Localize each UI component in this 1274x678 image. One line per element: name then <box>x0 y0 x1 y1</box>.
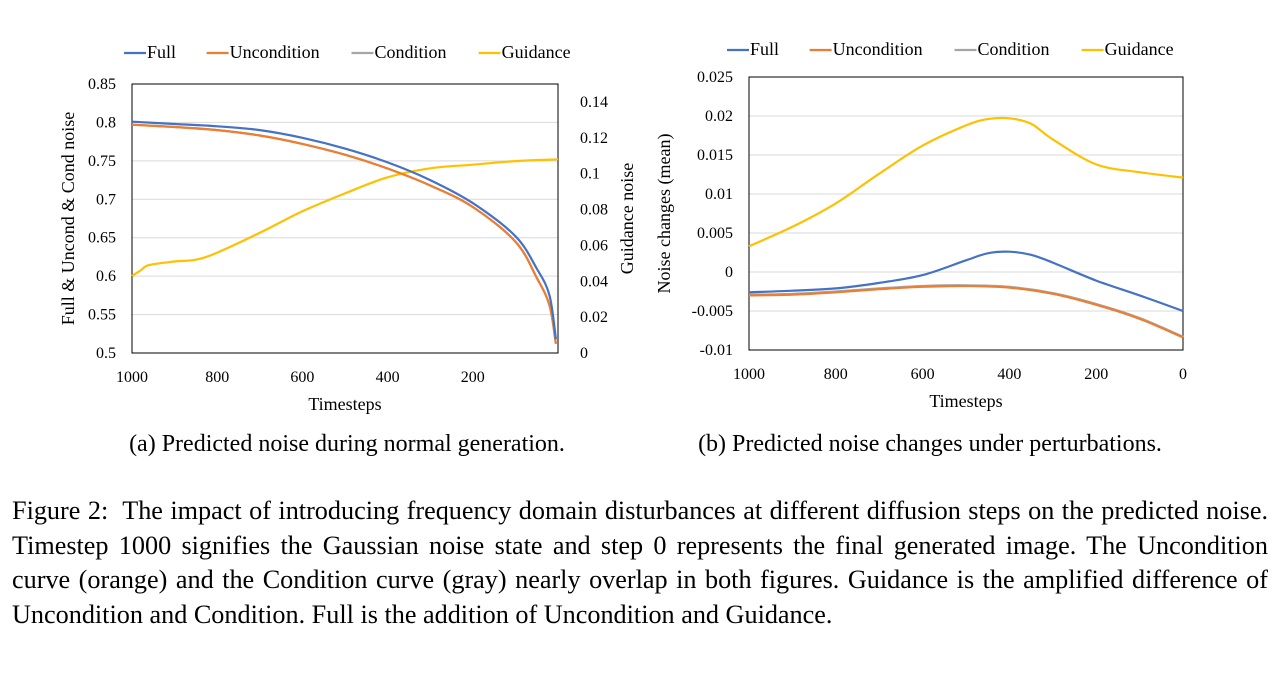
chart-b-y-axis-label: Noise changes (mean) <box>654 134 675 294</box>
chart-a-xtick-label: 200 <box>461 369 485 386</box>
chart-a-y2tick-label: 0.04 <box>580 273 608 290</box>
chart-b-ytick-label: 0.01 <box>705 186 733 203</box>
chart-a: 0.5 0.55 0.6 0.65 0.7 0.75 0.8 0.85 0 0.02 0.04 0.0… <box>58 42 637 457</box>
chart-a-xtick-label: 1000 <box>116 369 148 386</box>
chart-b: -0.01 -0.005 0 0.005 0.01 0.015 0.02 0.025 1000 8… <box>654 39 1187 457</box>
figure-canvas: 0.5 0.55 0.6 0.65 0.7 0.75 0.8 0.85 0 0.02 0.04 0.0… <box>58 39 1187 457</box>
chart-a-series-guidance <box>131 158 559 277</box>
chart-a-series-uncondition <box>131 123 557 344</box>
chart-a-legend-label: Full <box>147 42 176 62</box>
chart-a-ytick-label: 0.6 <box>96 268 116 285</box>
chart-b-series-full <box>748 250 1184 313</box>
chart-a-ytick-label: 0.8 <box>96 114 116 131</box>
chart-a-series-condition <box>131 123 557 344</box>
chart-b-xtick-label: 800 <box>824 366 848 383</box>
chart-a-ytick-label: 0.55 <box>88 307 116 324</box>
chart-a-legend-label: Condition <box>375 42 447 62</box>
chart-a-y-axis-label: Full & Uncond & Cond noise <box>58 112 78 326</box>
chart-b-series-guidance <box>748 116 1184 248</box>
chart-a-legend-label: Uncondition <box>230 42 320 62</box>
chart-a-y2tick-label: 0.08 <box>580 202 608 219</box>
figure-caption-text: The impact of introducing frequency doma… <box>12 496 1268 629</box>
chart-a-y2tick-label: 0.06 <box>580 237 608 254</box>
chart-b-legend-label: Condition <box>978 39 1050 59</box>
chart-a-y2tick-label: 0.02 <box>580 309 608 326</box>
chart-a-y2tick-label: 0.14 <box>580 94 608 111</box>
chart-a-xtick-label: 800 <box>205 369 229 386</box>
chart-b-xtick-label: 0 <box>1179 366 1187 383</box>
chart-b-legend-label: Uncondition <box>833 39 923 59</box>
chart-b-xtick-label: 1000 <box>733 366 765 383</box>
chart-a-series-full <box>131 120 557 340</box>
chart-b-ytick-label: -0.005 <box>692 303 733 320</box>
chart-a-ytick-label: 0.85 <box>88 76 116 93</box>
chart-b-x-axis-label: Timesteps <box>929 391 1002 411</box>
chart-b-ytick-label: 0 <box>725 264 733 281</box>
chart-a-y2tick-label: 0.12 <box>580 130 608 147</box>
chart-a-y2-axis-label: Guidance noise <box>617 163 637 274</box>
chart-b-ytick-label: 0.005 <box>697 225 733 242</box>
figure-caption: Figure 2: The impact of introducing frequ… <box>12 494 1268 632</box>
chart-a-ytick-label: 0.75 <box>88 153 116 170</box>
chart-b-legend-label: Full <box>750 39 779 59</box>
chart-b-ytick-label: 0.02 <box>705 108 733 125</box>
chart-b-plot-frame <box>748 76 1184 351</box>
chart-b-xtick-label: 600 <box>911 366 935 383</box>
chart-b-xtick-label: 200 <box>1084 366 1108 383</box>
chart-b-ytick-label: 0.025 <box>697 69 733 86</box>
chart-a-y2tick-label: 0.1 <box>580 166 600 183</box>
chart-b-xtick-label: 400 <box>997 366 1021 383</box>
chart-a-ytick-label: 0.65 <box>88 230 116 247</box>
chart-a-ytick-label: 0.5 <box>96 345 116 362</box>
chart-b-series-uncondition <box>748 284 1184 339</box>
chart-a-subcaption: (a) Predicted noise during normal genera… <box>129 431 565 457</box>
chart-a-ytick-label: 0.7 <box>96 191 116 208</box>
chart-a-xtick-label: 400 <box>376 369 400 386</box>
chart-a-plot-frame <box>131 83 559 354</box>
figure-caption-label: Figure 2: <box>12 496 109 525</box>
chart-a-y2tick-label: 0 <box>580 345 588 362</box>
chart-b-subcaption: (b) Predicted noise changes under pertur… <box>698 431 1162 457</box>
chart-b-legend-label: Guidance <box>1105 39 1174 59</box>
chart-b-ytick-label: 0.015 <box>697 147 733 164</box>
chart-a-x-axis-label: Timesteps <box>308 394 381 414</box>
chart-a-legend-label: Guidance <box>502 42 571 62</box>
chart-a-xtick-label: 600 <box>290 369 314 386</box>
chart-b-ytick-label: -0.01 <box>700 342 733 359</box>
